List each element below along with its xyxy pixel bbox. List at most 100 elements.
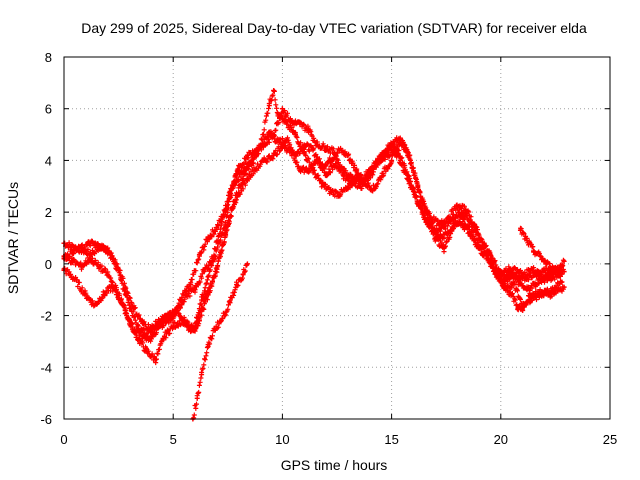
data-point — [463, 225, 469, 231]
data-point — [227, 214, 233, 220]
data-point — [561, 284, 567, 290]
data-point — [96, 263, 102, 269]
data-point — [472, 222, 478, 228]
data-point — [472, 238, 478, 244]
data-point — [192, 287, 198, 293]
data-point — [511, 282, 517, 288]
data-point — [218, 232, 224, 238]
data-point — [437, 235, 443, 241]
data-point — [192, 323, 198, 329]
data-point — [271, 152, 277, 158]
data-point — [275, 139, 281, 145]
data-point — [533, 294, 539, 300]
chart-title: Day 299 of 2025, Sidereal Day-to-day VTE… — [81, 20, 587, 36]
data-point — [502, 284, 508, 290]
data-point — [354, 168, 360, 174]
data-point — [480, 251, 486, 257]
series-markers — [192, 166, 241, 331]
data-point — [234, 282, 240, 288]
data-point — [314, 142, 320, 148]
x-tick-label: 25 — [603, 432, 617, 447]
data-point — [336, 191, 342, 197]
y-tick-label: 4 — [45, 153, 52, 168]
data-point — [288, 150, 294, 156]
axis-ticks: 0 5 10 15 20 25 -6 -4 -2 0 2 4 6 8 — [40, 50, 617, 447]
data-point — [140, 333, 146, 339]
data-point — [199, 369, 205, 375]
data-point — [419, 209, 425, 215]
data-point — [515, 279, 521, 285]
data-point — [402, 142, 408, 148]
data-point — [157, 323, 163, 329]
y-axis-label: SDTVAR / TECUs — [5, 182, 21, 294]
data-point — [526, 297, 532, 303]
data-point — [205, 235, 211, 241]
data-point — [161, 333, 167, 339]
data-point — [293, 132, 299, 138]
y-tick-label: 2 — [45, 205, 52, 220]
data-point — [96, 243, 102, 249]
data-point — [327, 188, 333, 194]
data-point — [349, 176, 355, 182]
data-point — [179, 294, 185, 300]
data-point — [284, 137, 290, 143]
data-point — [559, 279, 565, 285]
data-point — [122, 307, 128, 313]
data-point — [113, 261, 119, 267]
data-point — [188, 282, 194, 288]
data-point — [214, 225, 220, 231]
data-point — [393, 137, 399, 143]
data-point — [194, 395, 200, 401]
data-point — [537, 253, 543, 259]
data-point — [402, 163, 408, 169]
data-point — [509, 292, 515, 298]
data-point — [314, 157, 320, 163]
series-track-h — [496, 274, 565, 313]
data-point — [266, 129, 272, 135]
data-point — [332, 150, 338, 156]
data-point — [441, 225, 447, 231]
data-point — [266, 101, 272, 107]
data-point — [561, 269, 567, 275]
data-point — [271, 88, 277, 94]
data-point — [166, 313, 172, 319]
data-point — [496, 274, 502, 280]
data-point — [70, 258, 76, 264]
y-tick-label: 8 — [45, 50, 52, 65]
data-point — [279, 106, 285, 112]
data-point — [445, 214, 451, 220]
data-point — [183, 320, 189, 326]
data-point — [78, 263, 84, 269]
data-point — [210, 279, 216, 285]
data-point — [345, 152, 351, 158]
data-point — [437, 222, 443, 228]
x-tick-label: 15 — [384, 432, 398, 447]
data-point — [310, 147, 316, 153]
data-point — [135, 336, 141, 342]
data-point — [323, 170, 329, 176]
data-point — [557, 266, 563, 272]
series-markers — [61, 106, 564, 333]
data-point — [301, 142, 307, 148]
data-point — [218, 248, 224, 254]
data-point — [131, 328, 137, 334]
data-point — [113, 287, 119, 293]
data-point — [371, 186, 377, 192]
data-point — [384, 152, 390, 158]
data-point — [236, 163, 242, 169]
data-points — [61, 88, 567, 422]
data-point — [105, 248, 111, 254]
data-point — [550, 287, 556, 293]
data-point — [297, 165, 303, 171]
data-point — [170, 323, 176, 329]
data-point — [262, 157, 268, 163]
data-point — [410, 168, 416, 174]
data-point — [140, 320, 146, 326]
data-point — [441, 245, 447, 251]
series-track-g — [517, 225, 567, 275]
data-point — [87, 256, 93, 262]
x-tick-label: 0 — [60, 432, 67, 447]
data-point — [544, 261, 550, 267]
data-point — [183, 292, 189, 298]
